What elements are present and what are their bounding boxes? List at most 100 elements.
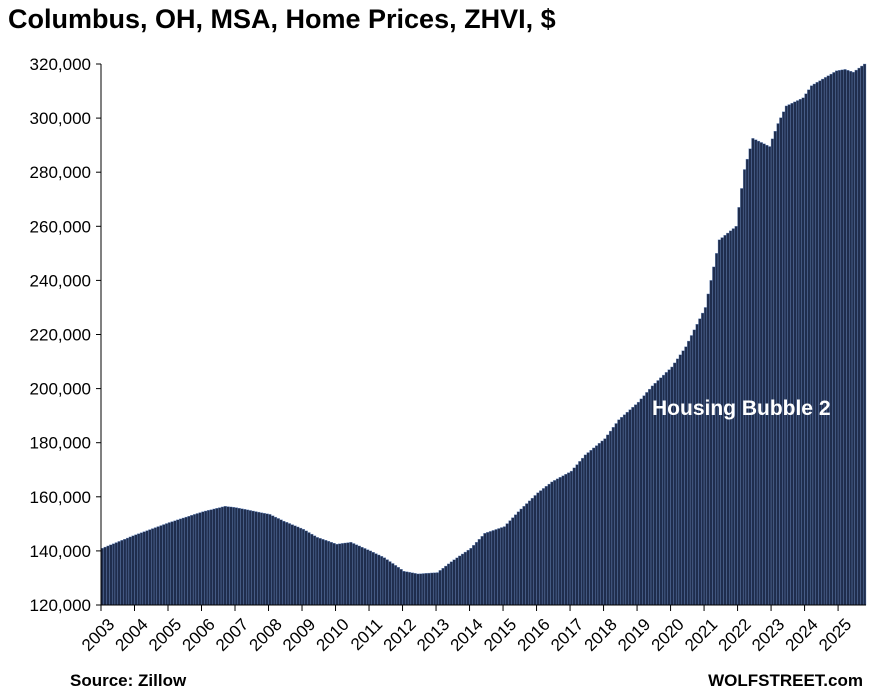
bar [447,563,451,606]
bar [128,536,132,606]
bar [248,510,252,606]
bar [206,510,211,606]
bar [388,561,392,606]
bar [332,542,336,606]
bar [483,533,487,606]
bar [153,527,158,606]
bar [285,522,289,606]
bar [857,67,861,606]
bar [622,414,627,606]
bar [184,516,188,606]
bar [639,398,643,606]
bar [798,98,802,606]
bar [628,409,632,606]
bar [846,70,850,606]
x-tick-label: 2003 [78,615,118,655]
bar [460,553,465,606]
bar [692,329,696,606]
bar [343,542,347,606]
bar [581,457,585,606]
bar [382,557,386,606]
x-tick-label: 2015 [480,615,520,655]
bar [134,534,138,606]
bar [240,508,244,606]
x-tick-label: 2014 [447,615,487,655]
bar [717,239,721,606]
bar [522,506,526,606]
bar [167,522,171,606]
bar [279,519,283,606]
bar [818,80,822,606]
bar [335,543,339,606]
bar [368,550,372,606]
bar [779,117,783,606]
y-tick-label: 140,000 [30,542,91,561]
bar [120,540,124,606]
bar [837,70,842,606]
bar [449,561,453,606]
bar [648,388,652,606]
bar [801,97,805,606]
bar [715,253,719,606]
bar [519,508,523,606]
bar [851,71,856,606]
x-tick-label: 2019 [614,615,654,655]
y-tick-label: 120,000 [30,596,91,615]
bar [505,523,509,606]
bar [246,509,250,606]
bar [109,544,113,606]
bar [553,480,557,606]
y-tick-label: 200,000 [30,380,91,399]
bar [139,532,144,606]
bar [603,438,607,606]
bar [165,523,169,606]
bar [821,78,825,606]
bar [187,516,191,606]
bar [399,569,403,606]
x-tick-label: 2007 [212,615,252,655]
bar [516,511,520,606]
bar [530,497,534,606]
bar [321,539,325,606]
bar [324,540,328,606]
bar [145,530,149,606]
bar [346,542,350,606]
bar [296,526,300,606]
bar [349,542,353,606]
bar [494,529,498,606]
chart-title: Columbus, OH, MSA, Home Prices, ZHVI, $ [8,4,556,34]
bar [500,527,504,606]
bar [595,445,599,606]
bar [262,513,266,606]
bar [282,520,286,606]
y-tick-label: 320,000 [30,55,91,74]
bar [234,507,238,606]
bar [600,440,604,606]
bar [544,486,548,606]
bar [209,509,213,606]
bar [131,535,135,606]
bar [756,140,761,606]
bar [438,570,442,606]
x-tick-label: 2025 [815,615,855,655]
x-tick-label: 2006 [179,615,219,655]
bar [276,518,280,606]
bar [703,307,708,606]
bar [790,103,794,606]
chart-annotation: Housing Bubble 2 [652,397,831,420]
bar [497,528,501,606]
bar [807,89,811,606]
bar [511,517,515,606]
bar [385,559,389,606]
bar [809,85,814,606]
bar [634,404,638,606]
bar [698,318,702,606]
bar [416,573,420,606]
bar [681,350,685,606]
bar [137,533,141,606]
bar [123,539,127,606]
bar [575,464,579,606]
bar [592,447,596,606]
bar [111,543,116,606]
bar [106,545,110,606]
